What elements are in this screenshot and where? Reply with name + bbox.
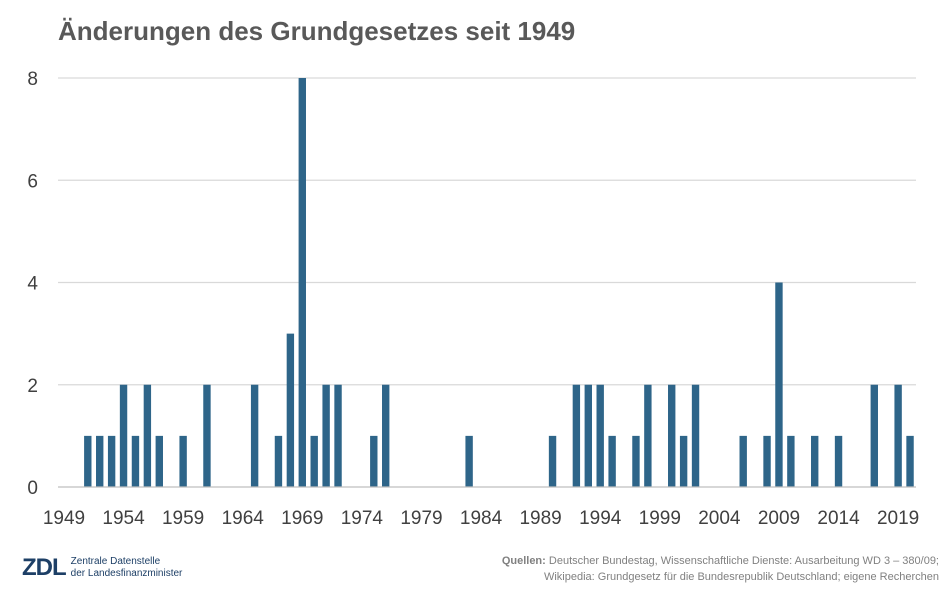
logo-mark: ZDL	[22, 554, 67, 581]
bar	[584, 384, 592, 487]
source-line-2: Wikipedia: Grundgesetz für die Bundesrep…	[543, 571, 939, 583]
bar	[298, 78, 306, 487]
y-tick-label: 2	[27, 376, 38, 397]
zdl-logo: ZDL Zentrale Datenstelle der Landesfinan…	[22, 556, 182, 580]
grid-lines	[58, 77, 916, 386]
y-tick-label: 8	[27, 69, 38, 90]
bar	[632, 435, 640, 487]
x-tick-label: 1954	[102, 508, 145, 529]
bar	[322, 384, 330, 487]
bar	[596, 384, 604, 487]
bar	[382, 384, 390, 487]
x-tick-label: 1959	[162, 508, 204, 529]
bar	[691, 384, 700, 487]
x-tick-label: 1974	[341, 508, 384, 529]
axes: 0 2 4 6 8 1949 1954 1959 1964 1969 1974 1979 1984 198…	[27, 69, 919, 529]
x-tick-label: 2019	[877, 508, 919, 529]
y-tick-label: 6	[27, 171, 38, 192]
bar	[870, 384, 878, 487]
x-tick-label: 1984	[460, 508, 503, 529]
bar	[274, 435, 283, 487]
bar	[548, 435, 557, 487]
bar	[155, 435, 163, 487]
x-tick-label: 1989	[519, 508, 561, 529]
bar	[131, 435, 140, 487]
y-tick-label: 4	[27, 274, 38, 295]
bar	[334, 384, 342, 487]
bar	[787, 435, 795, 487]
x-tick-label: 1964	[222, 508, 265, 529]
bar	[763, 435, 771, 487]
x-tick-label: 2009	[758, 508, 800, 529]
bar	[608, 435, 616, 487]
y-tick-label: 0	[27, 478, 38, 499]
bar	[572, 384, 581, 487]
bar	[739, 435, 747, 487]
x-tick-label: 2014	[817, 508, 860, 529]
source-note: Quellen: Deutscher Bundestag, Wissenscha…	[502, 553, 939, 585]
x-tick-label: 2004	[698, 508, 741, 529]
bar	[370, 435, 378, 487]
bar	[668, 384, 676, 487]
source-line-1: Deutscher Bundestag, Wissenschaftliche D…	[545, 555, 939, 567]
x-tick-label: 1969	[281, 508, 323, 529]
bar	[84, 435, 92, 487]
bar	[286, 333, 295, 487]
bar	[250, 384, 259, 487]
bar	[203, 384, 211, 487]
x-tick-label: 1949	[43, 508, 85, 529]
bar	[811, 435, 819, 487]
logo-line-2: der Landesfinanzminister	[70, 568, 183, 579]
bar	[310, 435, 318, 487]
x-tick-label: 1979	[400, 508, 442, 529]
bar	[906, 435, 914, 487]
bar	[96, 435, 104, 487]
bar	[775, 282, 783, 487]
logo-line-1: Zentrale Datenstelle	[70, 556, 161, 567]
bar	[679, 435, 688, 487]
bar	[179, 435, 187, 487]
x-tick-label: 1994	[579, 508, 622, 529]
logo-text: Zentrale Datenstelle der Landesfinanzmin…	[71, 556, 183, 580]
x-tick-label: 1999	[639, 508, 681, 529]
bars	[84, 78, 914, 487]
bar	[834, 435, 843, 487]
bar	[119, 384, 128, 487]
bar	[143, 384, 152, 487]
chart-title: Änderungen des Grundgesetzes seit 1949	[58, 16, 576, 46]
bar	[107, 435, 116, 487]
bar	[894, 384, 902, 487]
bar	[644, 384, 652, 487]
source-label: Quellen:	[501, 555, 546, 567]
bar	[465, 435, 473, 487]
